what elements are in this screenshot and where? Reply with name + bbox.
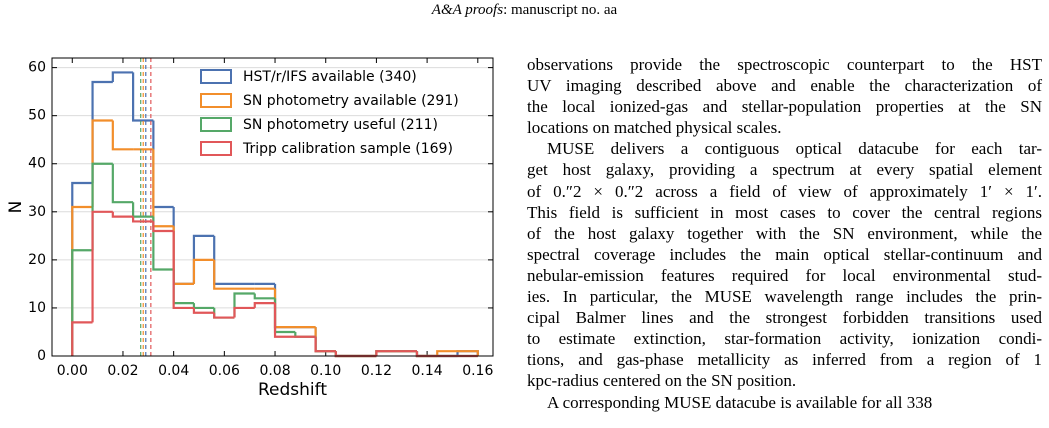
histogram-step: [152, 149, 174, 228]
y-axis-label: N: [6, 201, 26, 214]
text-line: the local ionized-gas and stellar-popula…: [527, 97, 1042, 117]
histogram-step: [192, 303, 215, 310]
text-line: A corresponding MUSE datacube is availab…: [547, 392, 933, 412]
histogram-step: [111, 163, 134, 204]
histogram-step: [172, 207, 194, 286]
histogram-step: [172, 269, 194, 305]
x-tick-label: 0.10: [310, 363, 341, 379]
histogram-step: [233, 292, 255, 318]
axes-frame: [51, 57, 494, 357]
histogram-step: [457, 350, 479, 356]
text-line: kpc-radius centered on the SN position.: [527, 371, 797, 391]
chart: 0 10 20 30 40 50 60 0.00 0.02 0.04 0.06 0.08 0.10 0.1…: [6, 57, 494, 400]
y-tick-label: 0: [37, 348, 46, 364]
x-axis-label: Redshift: [258, 380, 327, 400]
text-line: get host galaxy, providing a spectrum at…: [527, 160, 1042, 180]
histogram-step: [152, 221, 174, 233]
histogram-step: [132, 72, 154, 122]
histogram-step: [172, 231, 194, 310]
y-tick-label: 20: [28, 252, 46, 268]
histogram-step: [71, 181, 93, 356]
histogram-step: [91, 80, 113, 183]
histogram-step: [314, 336, 336, 353]
text-line: nebular-emission features required for l…: [527, 265, 1042, 285]
x-tick-label: 0.00: [57, 363, 88, 379]
histogram-step: [172, 226, 194, 286]
x-tick-label: 0.14: [412, 363, 443, 379]
x-tick-label: 0.12: [361, 363, 392, 379]
histogram-step: [71, 321, 93, 356]
text-line: tions, and gas-phase metallicity as infe…: [527, 350, 1042, 370]
text-column: observations provide the spectroscopic c…: [527, 54, 1042, 413]
legend-label: HST/r/IFS available (340): [243, 69, 417, 85]
histogram-step: [71, 205, 93, 356]
text-line: MUSE delivers a contiguous optical datac…: [547, 139, 1042, 159]
text-line: observations provide the spectroscopic c…: [527, 55, 1042, 74]
legend-label: SN photometry available (291): [243, 93, 459, 109]
legend-swatch: [200, 117, 232, 132]
text-line: of the host galaxy together with the SN …: [527, 223, 1042, 243]
histogram-step: [111, 71, 134, 83]
histogram-step: [213, 259, 235, 290]
text-line: This field is sufficient in most cases t…: [527, 202, 1042, 222]
histogram-step: [213, 307, 235, 319]
x-tick-label: 0.02: [107, 363, 138, 379]
legend-swatch: [200, 141, 232, 156]
histogram-step: [436, 350, 458, 356]
y-tick-label: 60: [28, 60, 46, 76]
histogram-step: [71, 249, 93, 356]
histogram-step: [152, 216, 174, 271]
histogram-step: [132, 216, 154, 223]
running-header: A&A proofs: manuscript no. aa: [0, 2, 1049, 19]
manuscript: : manuscript no. aa: [503, 2, 618, 18]
text-line: to estimate extinction, star-formation a…: [527, 329, 1042, 349]
histogram-step: [91, 210, 113, 323]
x-tick-label: 0.16: [462, 363, 493, 379]
text-line: of 0.″2 × 0.″2 across a field of view of…: [527, 181, 1042, 201]
histogram-step: [314, 336, 336, 353]
histogram-step: [253, 302, 276, 308]
histogram-step: [273, 283, 296, 329]
text-line: spectral coverage includes the main opti…: [527, 244, 1042, 264]
histogram-step: [192, 307, 215, 314]
legend-swatch: [200, 93, 232, 108]
legend-label: Tripp calibration sample (169): [242, 141, 453, 157]
x-tick-label: 0.08: [259, 363, 290, 379]
legend-label: SN photometry useful (211): [243, 117, 438, 133]
text-line: locations on matched physical scales.: [527, 118, 782, 138]
y-tick-label: 30: [28, 204, 46, 220]
y-tick-label: 50: [28, 108, 46, 124]
histogram-step: [273, 303, 296, 338]
histogram-step: [111, 120, 134, 151]
histogram-step: [111, 211, 134, 218]
x-tick-label: 0.04: [158, 363, 189, 379]
histogram-step: [192, 258, 215, 284]
text-line: cipal Balmer lines and the strongest for…: [527, 308, 1042, 328]
y-tick-label: 40: [28, 156, 46, 172]
histogram-step: [91, 162, 113, 251]
histogram-step: [233, 306, 255, 318]
journal: A&A proofs: [431, 2, 504, 18]
text-line: ies. In particular, the MUSE wavelength …: [527, 287, 1042, 307]
histogram-step: [314, 327, 336, 353]
histogram-step: [253, 293, 276, 300]
histogram-step: [213, 312, 235, 319]
y-tick-label: 10: [28, 300, 46, 316]
histogram-step: [314, 327, 336, 353]
histogram-step: [334, 351, 357, 358]
text-line: UV imaging described above and enable th…: [527, 76, 1042, 96]
histogram-step: [375, 350, 397, 356]
legend-swatch: [200, 69, 232, 84]
x-tick-label: 0.06: [209, 363, 240, 379]
